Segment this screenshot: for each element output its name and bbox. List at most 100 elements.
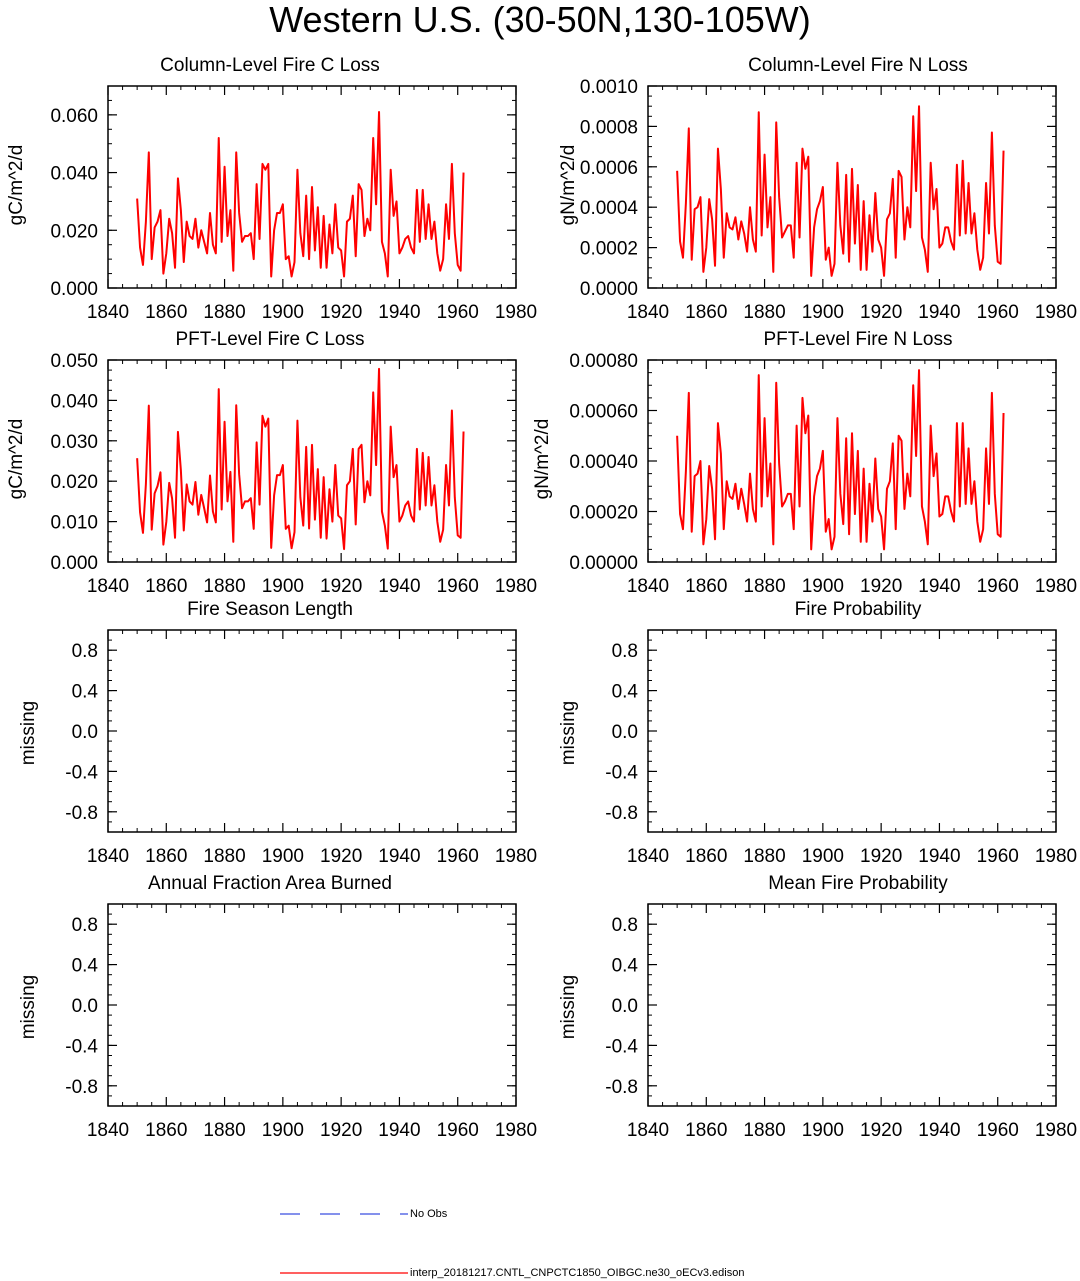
x-tick-label: 1980 (495, 302, 537, 323)
chart-title: Column-Level Fire N Loss (748, 55, 968, 76)
y-tick-label: 0.4 (72, 682, 99, 703)
y-tick-label: 0.030 (50, 432, 98, 453)
x-tick-label: 1900 (262, 576, 304, 597)
x-tick-label: 1880 (743, 1120, 785, 1141)
y-tick-label: 0.0 (72, 722, 98, 743)
x-tick-label: 1980 (495, 1120, 537, 1141)
series-line (676, 369, 1005, 551)
plot-frame (107, 629, 517, 833)
legend-obs-label: No Obs (410, 1208, 448, 1220)
x-tick-label: 1940 (378, 846, 420, 867)
x-tick-label: 1920 (320, 302, 362, 323)
x-tick-label: 1840 (87, 1120, 129, 1141)
y-tick-label: 0.020 (50, 221, 98, 242)
y-tick-label: 0.4 (72, 956, 99, 977)
chart-title: Fire Probability (794, 599, 922, 620)
x-tick-label: 1960 (437, 1120, 479, 1141)
x-tick-label: 1880 (743, 576, 785, 597)
y-axis-label: gN/m^2/d (558, 144, 579, 226)
plot-area: 0.000 0.010 0.020 0.030 0.040 0.050 1840 1860 18… (50, 351, 537, 597)
y-tick-label: 0.8 (72, 915, 98, 936)
chart-pft-fire-c-loss: PFT-Level Fire C Loss gC/m^2/d 0.000 0.01… (0, 330, 540, 600)
x-tick-label: 1980 (495, 576, 537, 597)
y-tick-label: 0.0008 (580, 117, 638, 138)
y-tick-label: -0.8 (65, 803, 98, 824)
x-tick-label: 1880 (743, 846, 785, 867)
y-axis-label: missing (558, 974, 579, 1040)
chart-fire-season-length: Fire Season Length missing 0.8 0.4 0.0 -0.4… (0, 600, 540, 870)
y-axis-label: gN/m^2/d (532, 418, 553, 500)
chart-mean-fire-probability: Mean Fire Probability missing 0.8 0.4 0.0 -… (540, 874, 1080, 1144)
x-tick-label: 1920 (320, 1120, 362, 1141)
x-tick-label: 1940 (918, 576, 960, 597)
chart-column-fire-c-loss: Column-Level Fire C Loss gC/m^2/d 0.000 0… (0, 56, 540, 326)
x-tick-label: 1840 (87, 846, 129, 867)
plot-area: 0.0000 0.0002 0.0004 0.0006 0.0008 0.0010 1840… (580, 77, 1077, 323)
y-axis-label: missing (18, 974, 39, 1040)
x-tick-label: 1920 (860, 302, 902, 323)
y-tick-label: 0.0000 (580, 279, 638, 300)
chart-title: Mean Fire Probability (768, 873, 948, 894)
x-tick-label: 1960 (977, 1120, 1019, 1141)
y-tick-label: 0.060 (50, 106, 98, 127)
series-line (676, 105, 1005, 277)
y-tick-label: 0.010 (50, 513, 98, 534)
x-tick-label: 1900 (802, 302, 844, 323)
x-tick-label: 1860 (685, 576, 727, 597)
y-tick-label: 0.0004 (580, 198, 639, 219)
y-tick-label: 0.8 (612, 641, 638, 662)
x-tick-label: 1840 (87, 302, 129, 323)
chart-column-fire-n-loss: Column-Level Fire N Loss gN/m^2/d 0.0000… (540, 56, 1080, 326)
x-tick-label: 1960 (977, 576, 1019, 597)
y-axis-label: gC/m^2/d (6, 144, 27, 226)
x-tick-label: 1900 (262, 1120, 304, 1141)
x-tick-label: 1960 (977, 302, 1019, 323)
x-tick-label: 1880 (203, 576, 245, 597)
y-tick-label: 0.0010 (580, 77, 638, 98)
x-tick-label: 1980 (1035, 846, 1077, 867)
y-tick-label: 0.00060 (569, 402, 638, 423)
y-axis-label: gC/m^2/d (6, 418, 27, 500)
plot-area: 0.8 0.4 0.0 -0.4 -0.8 1840 1860 1880 1900 1920 194… (605, 629, 1077, 867)
y-tick-label: -0.4 (65, 762, 98, 783)
x-tick-label: 1880 (203, 1120, 245, 1141)
x-tick-label: 1940 (918, 1120, 960, 1141)
x-tick-label: 1860 (685, 1120, 727, 1141)
x-tick-label: 1840 (627, 1120, 669, 1141)
x-tick-label: 1980 (495, 846, 537, 867)
x-tick-label: 1860 (145, 1120, 187, 1141)
x-tick-label: 1860 (145, 576, 187, 597)
x-tick-label: 1980 (1035, 302, 1077, 323)
x-tick-label: 1980 (1035, 576, 1077, 597)
plot-area: 0.8 0.4 0.0 -0.4 -0.8 1840 1860 1880 1900 1920 194… (605, 903, 1077, 1141)
x-tick-label: 1940 (378, 1120, 420, 1141)
y-tick-label: 0.00080 (569, 351, 638, 372)
legend-model-label: interp_20181217.CNTL_CNPCTC1850_OIBGC.ne… (410, 1267, 745, 1279)
x-tick-label: 1900 (262, 846, 304, 867)
y-tick-label: -0.4 (605, 1036, 638, 1057)
y-axis-label: missing (18, 700, 39, 766)
x-tick-label: 1880 (203, 846, 245, 867)
y-tick-label: -0.4 (605, 762, 638, 783)
x-tick-label: 1860 (685, 302, 727, 323)
series-line (136, 110, 465, 278)
y-tick-label: -0.8 (605, 803, 638, 824)
y-tick-label: 0.0006 (580, 158, 638, 179)
x-tick-label: 1900 (802, 1120, 844, 1141)
x-tick-label: 1920 (860, 846, 902, 867)
series-line (136, 367, 465, 551)
y-tick-label: 0.8 (612, 915, 638, 936)
y-tick-label: -0.4 (65, 1036, 98, 1057)
y-tick-label: 0.00000 (569, 553, 638, 574)
y-tick-label: 0.00020 (569, 503, 638, 524)
y-tick-label: 0.0 (612, 722, 638, 743)
page-title: Western U.S. (30-50N,130-105W) (269, 0, 811, 40)
y-tick-label: 0.040 (50, 164, 98, 185)
plot-frame (647, 903, 1057, 1107)
y-axis-label: missing (558, 700, 579, 766)
y-tick-label: 0.0 (72, 996, 98, 1017)
x-tick-label: 1860 (685, 846, 727, 867)
x-tick-label: 1840 (627, 576, 669, 597)
x-tick-label: 1880 (743, 302, 785, 323)
y-tick-label: 0.050 (50, 351, 98, 372)
